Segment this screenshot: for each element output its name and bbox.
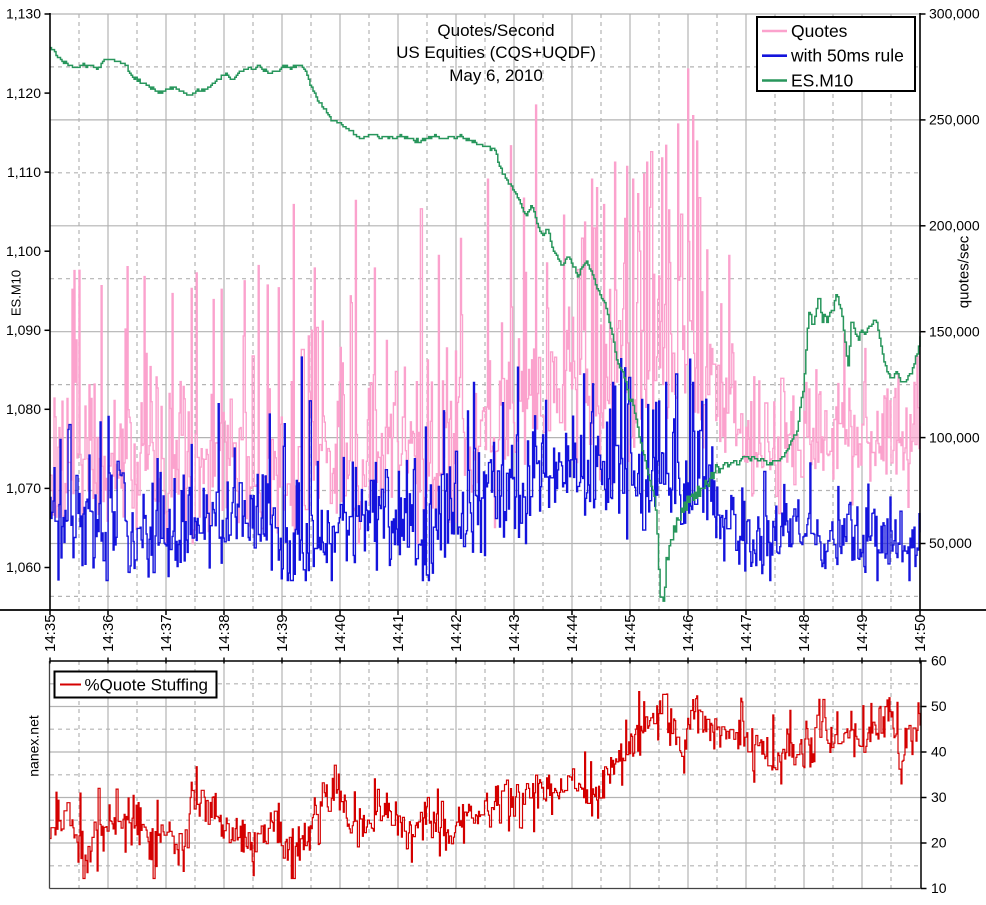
svg-text:40: 40 (931, 744, 947, 760)
svg-text:14:36: 14:36 (100, 614, 117, 652)
svg-text:14:44: 14:44 (564, 614, 581, 652)
svg-text:20: 20 (931, 835, 947, 851)
svg-text:quotes/sec: quotes/sec (956, 235, 973, 308)
svg-text:1,120: 1,120 (6, 85, 41, 101)
svg-text:200,000: 200,000 (929, 218, 980, 234)
svg-text:ES.M10: ES.M10 (791, 71, 854, 91)
svg-text:14:37: 14:37 (158, 614, 175, 652)
svg-text:14:38: 14:38 (216, 614, 233, 652)
svg-text:14:50: 14:50 (912, 614, 929, 652)
svg-text:nanex.net: nanex.net (26, 715, 42, 777)
svg-text:50: 50 (931, 698, 947, 714)
svg-text:1,070: 1,070 (6, 480, 41, 496)
svg-text:14:40: 14:40 (332, 614, 349, 652)
svg-text:300,000: 300,000 (929, 6, 980, 22)
svg-text:150,000: 150,000 (929, 323, 980, 339)
svg-text:14:41: 14:41 (390, 614, 407, 652)
svg-text:1,110: 1,110 (7, 164, 41, 180)
svg-text:ES.M10: ES.M10 (9, 270, 24, 316)
svg-text:1,060: 1,060 (6, 559, 41, 575)
svg-text:10: 10 (931, 880, 947, 896)
svg-text:May 6, 2010: May 6, 2010 (449, 66, 543, 85)
svg-text:50,000: 50,000 (929, 535, 972, 551)
svg-text:100,000: 100,000 (929, 429, 980, 445)
svg-text:14:47: 14:47 (738, 614, 755, 652)
svg-text:30: 30 (931, 789, 947, 805)
svg-text:250,000: 250,000 (929, 112, 980, 128)
svg-text:14:39: 14:39 (274, 614, 291, 652)
svg-text:with 50ms rule: with 50ms rule (790, 46, 904, 66)
svg-text:14:35: 14:35 (42, 614, 59, 652)
svg-text:US Equities (CQS+UQDF): US Equities (CQS+UQDF) (396, 43, 596, 62)
svg-text:Quotes/Second: Quotes/Second (437, 21, 554, 40)
svg-text:14:42: 14:42 (448, 614, 465, 652)
svg-text:14:46: 14:46 (680, 614, 697, 652)
svg-text:1,080: 1,080 (6, 401, 41, 417)
svg-text:1,100: 1,100 (6, 243, 41, 259)
svg-text:1,130: 1,130 (6, 6, 41, 22)
svg-text:14:45: 14:45 (622, 614, 639, 652)
svg-text:1,090: 1,090 (6, 322, 41, 338)
svg-text:%Quote Stuffing: %Quote Stuffing (85, 676, 209, 695)
svg-text:14:48: 14:48 (796, 614, 813, 652)
svg-text:Quotes: Quotes (791, 21, 848, 41)
svg-text:14:49: 14:49 (854, 614, 871, 652)
svg-text:60: 60 (931, 653, 947, 669)
svg-text:14:43: 14:43 (506, 614, 523, 652)
